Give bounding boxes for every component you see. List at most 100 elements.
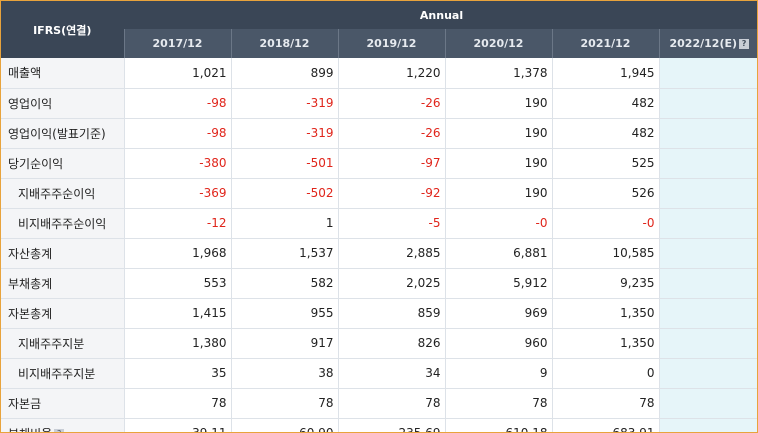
help-icon[interactable]: ? [739, 39, 750, 49]
value-cell: 5,912 [444, 268, 552, 299]
value-cell: 1,350 [551, 298, 659, 329]
value-cell: 60.90 [230, 418, 338, 432]
table-row: 부채총계 553 582 2,025 5,912 9,235 [1, 268, 757, 299]
value-cell [658, 238, 757, 269]
value-cell: -92 [337, 178, 445, 209]
table-row: 영업이익 -98 -319 -26 190 482 [1, 88, 757, 119]
value-cell [658, 58, 757, 89]
value-cell: -26 [337, 88, 445, 119]
value-cell: 190 [444, 178, 552, 209]
row-label: 부채총계 [1, 268, 124, 299]
value-cell [658, 268, 757, 299]
row-label-text: 영업이익(발표기준) [8, 126, 106, 141]
value-cell: 525 [551, 148, 659, 179]
row-label-text: 영업이익 [8, 96, 53, 111]
ifrs-header: IFRS(연결) [1, 1, 124, 58]
row-label-text: 매출액 [8, 66, 42, 81]
value-cell [658, 328, 757, 359]
value-cell: 482 [551, 118, 659, 149]
value-cell: 955 [230, 298, 338, 329]
row-label: 자본총계 [1, 298, 124, 329]
value-cell: -98 [123, 88, 231, 119]
row-label: 자본금 [1, 388, 124, 419]
value-cell: 78 [444, 388, 552, 419]
value-cell: -12 [123, 208, 231, 239]
row-label-text: 비지배주주지분 [18, 366, 96, 381]
value-cell [658, 88, 757, 119]
value-cell: 1 [230, 208, 338, 239]
table-row: 매출액 1,021 899 1,220 1,378 1,945 [1, 58, 757, 89]
year-header-row: 2017/12 2018/12 2019/12 2020/12 2021/12 2022/… [1, 29, 757, 58]
value-cell: 38 [230, 358, 338, 389]
table-row: 지배주주지분 1,380 917 826 960 1,350 [1, 328, 757, 359]
value-cell: -97 [337, 148, 445, 179]
row-label: 지배주주지분 [1, 328, 124, 359]
value-cell [658, 418, 757, 432]
table-row: 비지배주주순이익 -12 1 -5 -0 -0 [1, 208, 757, 239]
row-label-text: 부채총계 [8, 276, 53, 291]
help-icon[interactable]: ? [54, 429, 65, 432]
value-cell: 553 [123, 268, 231, 299]
value-cell: 1,350 [551, 328, 659, 359]
year-header-5: 2021/12 [551, 29, 659, 58]
value-cell: 899 [230, 58, 338, 89]
value-cell [658, 118, 757, 149]
value-cell: 6,881 [444, 238, 552, 269]
row-label-text: 자본총계 [8, 306, 53, 321]
value-cell: -380 [123, 148, 231, 179]
value-cell: 582 [230, 268, 338, 299]
table-row: 비지배주주지분 35 38 34 9 0 [1, 358, 757, 389]
value-cell [658, 388, 757, 419]
value-cell: -319 [230, 118, 338, 149]
row-label: 비지배주주순이익 [1, 208, 124, 239]
value-cell: 9,235 [551, 268, 659, 299]
year-label: 2018/12 [259, 37, 310, 50]
value-cell: 969 [444, 298, 552, 329]
value-cell: 1,415 [123, 298, 231, 329]
value-cell [658, 148, 757, 179]
year-label: 2017/12 [152, 37, 203, 50]
value-cell: 10,585 [551, 238, 659, 269]
row-label: 영업이익(발표기준) [1, 118, 124, 149]
value-cell: 1,021 [123, 58, 231, 89]
row-label: 부채비율? [1, 418, 124, 433]
table-row: 당기순이익 -380 -501 -97 190 525 [1, 148, 757, 179]
row-label-text: 당기순이익 [8, 156, 64, 171]
value-cell: 526 [551, 178, 659, 209]
value-cell [658, 208, 757, 239]
year-header-1: 2017/12 [123, 29, 231, 58]
value-cell: -26 [337, 118, 445, 149]
value-cell: 1,220 [337, 58, 445, 89]
value-cell: 1,537 [230, 238, 338, 269]
value-cell: -502 [230, 178, 338, 209]
value-cell: -369 [123, 178, 231, 209]
row-label-text: 지배주주지분 [18, 336, 85, 351]
value-cell: 826 [337, 328, 445, 359]
value-cell: 35 [123, 358, 231, 389]
value-cell: 2,025 [337, 268, 445, 299]
row-label-text: 자산총계 [8, 246, 53, 261]
value-cell: 78 [551, 388, 659, 419]
value-cell: 78 [337, 388, 445, 419]
value-cell [658, 358, 757, 389]
value-cell: 190 [444, 88, 552, 119]
value-cell: -0 [444, 208, 552, 239]
year-header-2: 2018/12 [230, 29, 338, 58]
year-label: 2019/12 [366, 37, 417, 50]
value-cell: 2,885 [337, 238, 445, 269]
year-header-3: 2019/12 [337, 29, 445, 58]
table-row: 자본금 78 78 78 78 78 [1, 388, 757, 419]
row-label-text: 자본금 [8, 396, 42, 411]
value-cell [658, 298, 757, 329]
row-label: 비지배주주지분 [1, 358, 124, 389]
value-cell: 190 [444, 118, 552, 149]
value-cell: 1,968 [123, 238, 231, 269]
row-label: 영업이익 [1, 88, 124, 119]
row-label-text: 부채비율 [8, 427, 52, 433]
table-row: 자본총계 1,415 955 859 969 1,350 [1, 298, 757, 329]
value-cell: 683.91 [551, 418, 659, 432]
value-cell: 1,378 [444, 58, 552, 89]
value-cell: 1,380 [123, 328, 231, 359]
